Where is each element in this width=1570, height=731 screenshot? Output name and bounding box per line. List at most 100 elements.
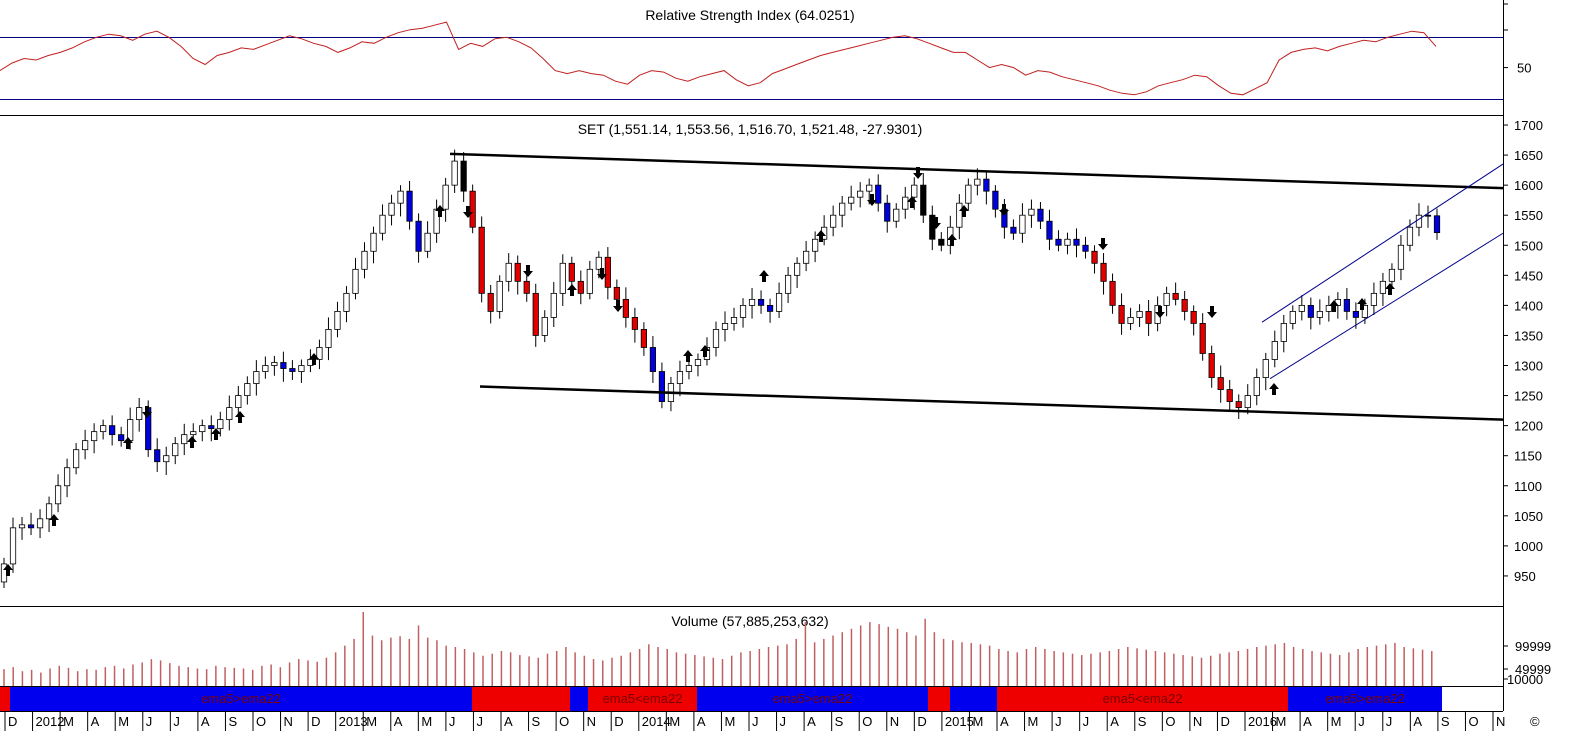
- candle-body: [595, 256, 602, 270]
- down-arrow-icon: [613, 300, 623, 312]
- x-tick-label: D: [917, 714, 926, 729]
- x-tick-label: M: [63, 714, 74, 729]
- up-arrow-icon: [959, 205, 969, 217]
- candle-body: [649, 347, 657, 372]
- price-tick-label: 1550: [1514, 208, 1543, 223]
- x-tick-label: 2013: [339, 714, 368, 729]
- x-tick-label: J: [1358, 714, 1365, 729]
- rsi-panel: Relative Strength Index (64.0251) 50: [0, 3, 1531, 100]
- candle-body: [100, 425, 107, 433]
- candle-body: [902, 196, 909, 210]
- x-tick-label: A: [1000, 714, 1009, 729]
- candle-body: [325, 329, 332, 348]
- x-tick-label: A: [1303, 714, 1312, 729]
- candle-body: [1235, 401, 1242, 408]
- candle-body: [1424, 214, 1432, 217]
- candle-body: [1370, 292, 1378, 306]
- x-tick-label: O: [256, 714, 266, 729]
- candle-body: [289, 368, 296, 372]
- candle-body: [334, 310, 341, 330]
- candle-body: [1217, 377, 1224, 390]
- candle-body: [1307, 304, 1314, 318]
- ema-band-label: ema5>ema22: [773, 691, 853, 706]
- x-tick-label: M: [1276, 714, 1287, 729]
- candle-body: [91, 431, 98, 442]
- candle-body: [866, 184, 873, 192]
- candle-body: [118, 434, 125, 442]
- candle-body: [586, 268, 593, 294]
- up-arrow-icon: [1385, 283, 1395, 295]
- candle-body: [640, 329, 647, 348]
- candle-body: [514, 262, 521, 282]
- x-tick-label: M: [1331, 714, 1342, 729]
- x-tick-label: D: [1220, 714, 1229, 729]
- candle-body: [235, 395, 242, 408]
- candle-body: [884, 202, 891, 222]
- price-tick-label: 1100: [1514, 479, 1542, 494]
- candle-body: [1280, 323, 1287, 342]
- x-tick-label: N: [1193, 714, 1202, 729]
- price-axis: 950 1000 1050 1100 1150 1200 1250 1300 1350 1400 1…: [1503, 118, 1543, 584]
- x-tick-label: M: [669, 714, 680, 729]
- ema-band: ema5>ema22 ema5<ema22 ema5>ema22 ema5<ema22…: [0, 687, 1442, 711]
- copyright-mark: ©: [1530, 714, 1540, 729]
- candle-body: [938, 238, 945, 246]
- candle-body: [685, 365, 693, 372]
- candle-body: [676, 371, 684, 384]
- x-tick-label: S: [1441, 714, 1450, 729]
- candle-body: [1118, 304, 1125, 324]
- x-tick-label: O: [559, 714, 569, 729]
- x-tick-label: M: [972, 714, 983, 729]
- candle-body: [18, 524, 26, 529]
- candle-body: [1352, 310, 1359, 318]
- candle-body: [154, 449, 161, 463]
- x-tick-label: S: [228, 714, 237, 729]
- candle-body: [244, 383, 251, 396]
- signal-arrows: [3, 167, 1395, 576]
- candle-body: [9, 527, 17, 565]
- x-tick-label: M: [421, 714, 432, 729]
- x-tick-label: J: [173, 714, 180, 729]
- candle-body: [1100, 262, 1107, 282]
- volume-title: Volume (57,885,253,632): [671, 613, 828, 629]
- candle-body: [830, 214, 837, 228]
- x-tick-label: A: [91, 714, 100, 729]
- candle-body: [911, 184, 918, 198]
- candle-body: [812, 238, 819, 252]
- x-tick-label: N: [284, 714, 293, 729]
- rsi-axis: 50: [1503, 3, 1531, 76]
- candle-body: [109, 425, 116, 436]
- down-arrow-icon: [1155, 306, 1165, 318]
- candle-body: [1433, 215, 1441, 234]
- candle-body: [1055, 238, 1062, 246]
- up-arrow-icon: [907, 196, 917, 208]
- down-arrow-icon: [999, 204, 1009, 216]
- candle-body: [748, 298, 756, 306]
- ema-band-segment: [570, 687, 588, 711]
- candle-body: [406, 190, 413, 222]
- down-arrow-icon: [142, 406, 152, 418]
- volume-tick-label: 10000: [1507, 672, 1543, 687]
- x-tick-label: J: [1055, 714, 1062, 729]
- price-tick-label: 1200: [1514, 419, 1543, 434]
- price-tick-label: 1650: [1514, 148, 1543, 163]
- candle-body: [298, 365, 305, 372]
- candle-body: [1127, 317, 1134, 324]
- trendline: [1261, 163, 1504, 323]
- x-tick-label: M: [1028, 714, 1039, 729]
- x-tick-label: A: [394, 714, 403, 729]
- ema-band-segment: [1288, 687, 1442, 711]
- down-arrow-icon: [1207, 306, 1217, 318]
- candle-body: [1010, 226, 1017, 234]
- up-arrow-icon: [700, 345, 710, 357]
- candle-body: [82, 440, 89, 451]
- candle-body: [487, 292, 494, 312]
- candle-body: [361, 250, 368, 270]
- panel-frames: [0, 0, 1504, 712]
- up-arrow-icon: [187, 436, 197, 448]
- candle-body: [721, 323, 729, 330]
- x-tick-label: A: [697, 714, 706, 729]
- x-tick-label: D: [614, 714, 623, 729]
- up-arrow-icon: [947, 234, 957, 246]
